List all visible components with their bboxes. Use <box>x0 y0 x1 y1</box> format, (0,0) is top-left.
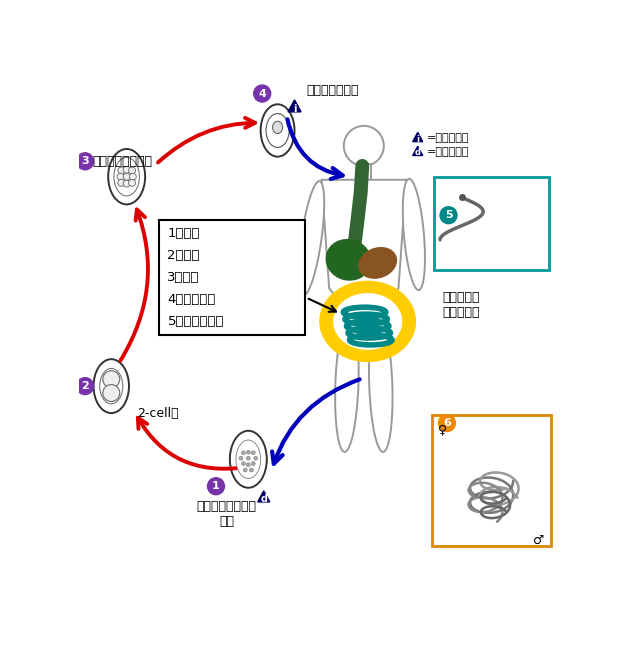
Circle shape <box>246 463 250 467</box>
Polygon shape <box>334 294 402 349</box>
FancyBboxPatch shape <box>159 220 305 335</box>
Text: 1、腹痛
2、痢疾
3、缺血
4、直肠脱出
5、肠粘膜坏死: 1、腹痛 2、痢疾 3、缺血 4、直肠脱出 5、肠粘膜坏死 <box>168 227 224 327</box>
Ellipse shape <box>359 247 396 278</box>
Polygon shape <box>288 100 301 112</box>
Circle shape <box>254 456 258 460</box>
Circle shape <box>207 478 225 495</box>
Circle shape <box>117 173 124 180</box>
Ellipse shape <box>272 121 283 133</box>
Text: 1: 1 <box>212 481 220 492</box>
Circle shape <box>103 370 119 387</box>
Polygon shape <box>258 491 270 502</box>
Circle shape <box>118 180 125 186</box>
Circle shape <box>251 462 255 465</box>
Text: 发育成桑蒋胚卵囊: 发育成桑蒋胚卵囊 <box>93 155 153 168</box>
Text: =感染性阶段: =感染性阶段 <box>427 133 469 143</box>
Text: 4: 4 <box>258 89 266 98</box>
Circle shape <box>249 468 253 472</box>
Circle shape <box>77 378 93 395</box>
Ellipse shape <box>299 181 324 296</box>
FancyBboxPatch shape <box>434 178 550 270</box>
Ellipse shape <box>261 104 295 157</box>
Circle shape <box>440 207 457 224</box>
Circle shape <box>438 415 456 432</box>
Text: 3: 3 <box>81 156 89 166</box>
Text: ♀: ♀ <box>438 423 447 436</box>
Circle shape <box>77 153 93 170</box>
Polygon shape <box>321 180 406 307</box>
Ellipse shape <box>236 440 261 478</box>
Ellipse shape <box>326 240 371 280</box>
Ellipse shape <box>114 158 139 196</box>
Circle shape <box>246 456 250 460</box>
Ellipse shape <box>369 317 392 452</box>
Circle shape <box>239 456 243 460</box>
Circle shape <box>246 450 250 454</box>
Ellipse shape <box>335 293 392 322</box>
Circle shape <box>129 173 136 180</box>
Circle shape <box>123 180 130 187</box>
Text: 随粤便排出的无胚
卵囊: 随粤便排出的无胚 卵囊 <box>197 500 257 528</box>
Ellipse shape <box>108 149 145 204</box>
Text: =诊断性阶段: =诊断性阶段 <box>427 147 469 157</box>
Circle shape <box>254 85 271 102</box>
Text: 5: 5 <box>444 210 452 220</box>
Circle shape <box>243 468 247 472</box>
Text: 食入感染性虫卵: 食入感染性虫卵 <box>306 84 358 97</box>
Circle shape <box>251 451 255 455</box>
Text: ♂: ♂ <box>533 534 545 547</box>
Circle shape <box>241 451 245 455</box>
Polygon shape <box>413 132 423 142</box>
Circle shape <box>129 167 136 174</box>
Text: d: d <box>415 148 421 158</box>
Circle shape <box>123 173 130 180</box>
Circle shape <box>103 385 119 402</box>
Ellipse shape <box>100 368 123 404</box>
FancyBboxPatch shape <box>432 415 551 546</box>
Circle shape <box>118 167 125 174</box>
Ellipse shape <box>266 113 289 147</box>
Text: 6: 6 <box>443 418 451 428</box>
Ellipse shape <box>335 317 358 452</box>
Polygon shape <box>413 146 423 156</box>
Text: i: i <box>416 135 419 144</box>
Text: 虫卵在小肠
孵育成幼虫: 虫卵在小肠 孵育成幼虫 <box>443 290 480 318</box>
Text: d: d <box>260 494 267 504</box>
Circle shape <box>129 180 136 186</box>
Ellipse shape <box>403 179 425 290</box>
Ellipse shape <box>93 359 129 413</box>
Ellipse shape <box>230 431 267 488</box>
Text: 2: 2 <box>81 381 89 391</box>
FancyBboxPatch shape <box>357 164 371 180</box>
Circle shape <box>241 462 245 465</box>
Circle shape <box>123 166 130 173</box>
Circle shape <box>344 126 384 166</box>
Text: 2-cell期: 2-cell期 <box>137 408 179 421</box>
Text: i: i <box>293 104 297 113</box>
Polygon shape <box>320 281 415 361</box>
